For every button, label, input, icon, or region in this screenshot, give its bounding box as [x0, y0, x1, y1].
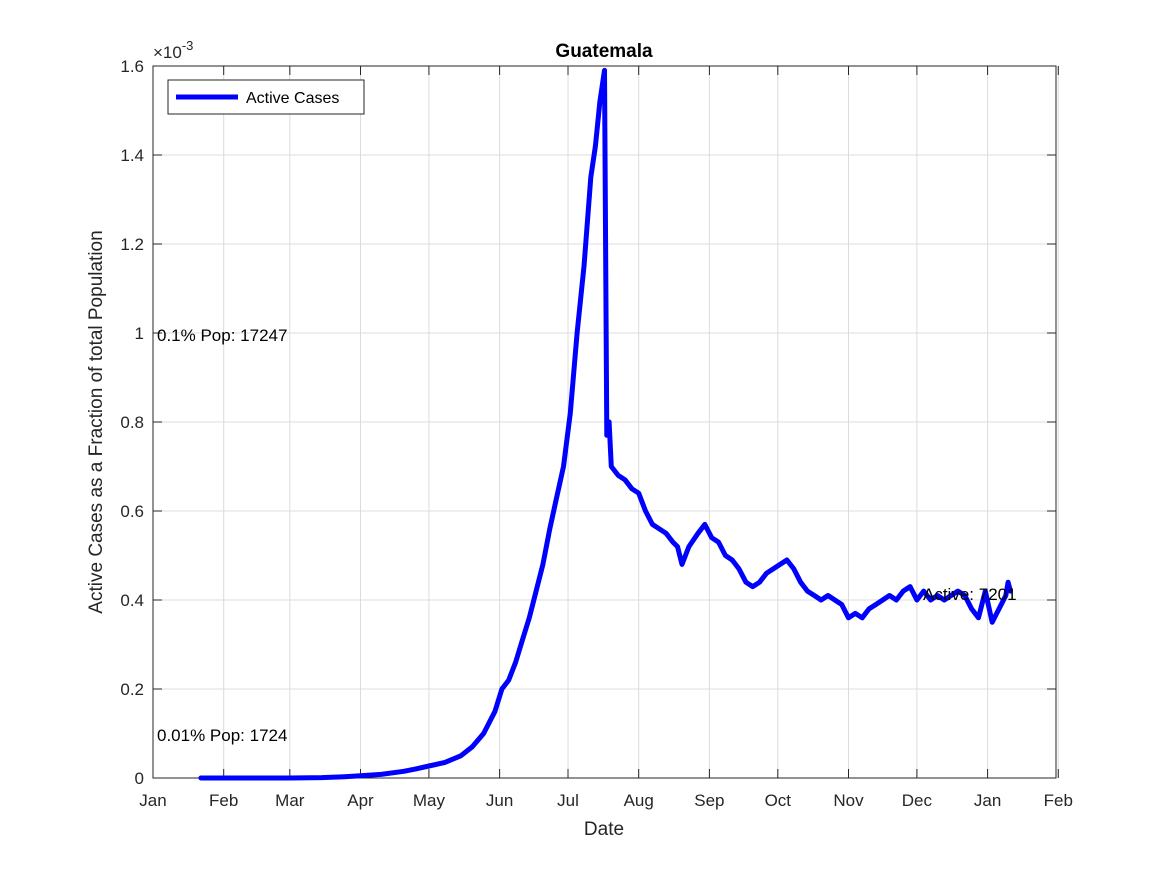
- x-tick-label: Jan: [139, 791, 166, 810]
- x-tick-label: Feb: [1044, 791, 1073, 810]
- legend-entry-active-cases: Active Cases: [246, 90, 339, 107]
- x-tick-label: Nov: [833, 791, 864, 810]
- y-tick-label: 0.6: [120, 502, 144, 521]
- x-tick-label: Oct: [765, 791, 792, 810]
- annotation-pop-0-01-percent: 0.01% Pop: 1724: [157, 726, 287, 745]
- x-tick-labels: Jan Feb Mar Apr May Jun Jul Aug Sep Oct Nov Dec Jan F…: [139, 791, 1073, 810]
- y-exponent-label: ×10-3: [153, 38, 193, 62]
- chart-title: Guatemala: [555, 41, 653, 62]
- grid-lines: [152, 65, 1059, 779]
- y-tick-labels: 0 0.2 0.4 0.6 0.8 1 1.2 1.4 1.6: [120, 57, 144, 788]
- y-tick-label: 1: [135, 324, 144, 343]
- annotation-pop-0-1-percent: 0.1% Pop: 17247: [157, 326, 287, 345]
- x-tick-label: Sep: [694, 791, 724, 810]
- x-tick-label: Jun: [486, 791, 513, 810]
- y-tick-label: 0: [135, 769, 144, 788]
- y-tick-label: 1.4: [120, 146, 144, 165]
- x-tick-label: Aug: [624, 791, 654, 810]
- x-tick-label: May: [413, 791, 446, 810]
- y-tick-label: 1.6: [120, 57, 144, 76]
- x-tick-label: Mar: [275, 791, 305, 810]
- x-tick-label: Jul: [557, 791, 579, 810]
- y-tick-label: 1.2: [120, 235, 144, 254]
- x-axis-title: Date: [584, 819, 624, 840]
- tick-marks: [152, 65, 1059, 779]
- annotation-active-count: Active: 7201: [923, 585, 1017, 604]
- legend: Active Cases: [167, 79, 365, 115]
- y-axis-title: Active Cases as a Fraction of total Popu…: [86, 230, 107, 613]
- y-tick-label: 0.4: [120, 591, 144, 610]
- y-tick-label: 0.2: [120, 680, 144, 699]
- active-cases-line: [198, 67, 1013, 781]
- x-tick-label: Feb: [209, 791, 238, 810]
- x-tick-label: Apr: [347, 791, 374, 810]
- x-tick-label: Jan: [974, 791, 1001, 810]
- y-tick-label: 0.8: [120, 413, 144, 432]
- x-tick-label: Dec: [902, 791, 933, 810]
